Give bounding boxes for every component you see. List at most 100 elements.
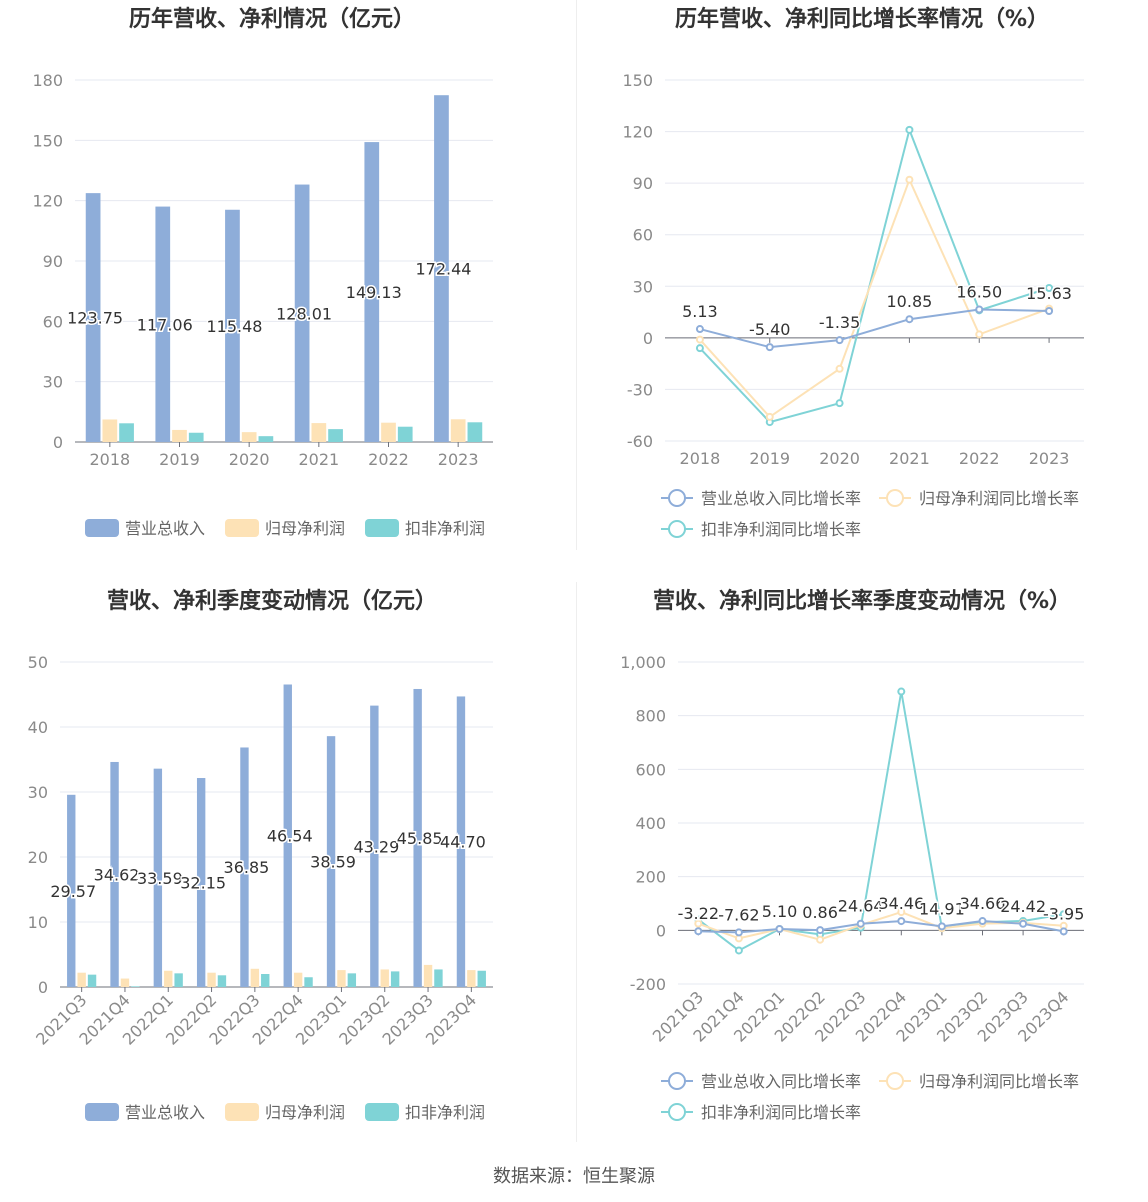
point-1: [856, 919, 865, 928]
data-label: 5.13: [682, 302, 718, 321]
bar-1: [413, 688, 422, 987]
chart-annual-growth-rate: 历年营收、净利同比增长率情况（%） -60 -30 0 30 60 90 120 150 2018…: [622, 6, 1084, 539]
y-tick-label: 90: [43, 252, 63, 271]
point-2: [897, 908, 906, 917]
legend-label: 归母净利润同比增长率: [919, 489, 1079, 508]
legend-marker: [668, 1072, 686, 1090]
y-tick-label: 200: [635, 868, 666, 887]
data-label: 45.85: [397, 829, 443, 848]
y-tick-label: 50: [28, 653, 48, 672]
data-label: 36.85: [224, 858, 270, 877]
y-tick-label: 40: [28, 718, 48, 737]
point-2: [816, 935, 825, 944]
bar-2: [467, 970, 476, 987]
y-tick-label: 0: [53, 433, 63, 452]
bar-1: [370, 705, 379, 987]
y-tick-label: -200: [630, 975, 666, 994]
chart-title: 营收、净利季度变动情况（亿元）: [107, 588, 437, 614]
data-label: 10.85: [887, 292, 933, 311]
bar-1: [85, 193, 101, 442]
panel-divider: [576, 0, 577, 550]
x-tick-label: 2020: [819, 449, 860, 468]
series-line-1: [699, 308, 1050, 349]
bar-1: [240, 747, 249, 987]
series-line-1: [698, 920, 1064, 934]
y-tick-label: 1,000: [620, 653, 666, 672]
y-tick-label: 120: [622, 123, 653, 142]
panel-annual-growth-rate: 历年营收、净利同比增长率情况（%） -60 -30 0 30 60 90 120 150 2018…: [574, 0, 1148, 580]
bar-3: [174, 973, 183, 987]
bar-2: [381, 422, 396, 442]
chart-title: 历年营收、净利同比增长率情况（%）: [675, 6, 1049, 32]
x-tick-label: 2018: [89, 450, 130, 469]
x-tick-label: 2023: [438, 450, 479, 469]
point-2: [905, 175, 914, 184]
bar-3: [131, 986, 140, 987]
point-2: [694, 919, 703, 928]
point-2: [835, 364, 844, 373]
point-3: [835, 399, 844, 408]
data-label: 34.46: [878, 894, 924, 913]
panel-divider: [576, 582, 577, 1142]
panel-quarterly-revenue-profit: 营收、净利季度变动情况（亿元） 0 10 20 30 40 50 2021Q3 2021Q4 20…: [0, 582, 574, 1162]
point-1: [765, 343, 774, 352]
legend-swatch: [225, 1103, 259, 1121]
point-1: [978, 917, 987, 926]
bar-3: [217, 975, 227, 987]
bar-3: [477, 970, 486, 987]
y-tick-label: 120: [32, 192, 63, 211]
legend-marker: [668, 489, 686, 507]
y-tick-label: 400: [635, 814, 666, 833]
bar-2: [423, 964, 433, 987]
legend-label: 归母净利润: [265, 519, 345, 538]
legend-swatch: [85, 519, 119, 537]
point-3: [695, 344, 704, 353]
chart-quarterly-revenue-profit: 营收、净利季度变动情况（亿元）010203040502021Q32021Q420…: [28, 588, 493, 1122]
point-3: [905, 125, 914, 134]
bar-2: [102, 419, 118, 442]
bar-3: [304, 977, 313, 987]
series-line-2: [699, 177, 1050, 419]
point-1: [816, 926, 825, 935]
bar-1: [456, 696, 466, 987]
legend-swatch: [85, 1103, 119, 1121]
bar-2: [293, 972, 303, 987]
point-3: [897, 687, 906, 696]
x-tick-label: 2022: [959, 449, 1000, 468]
chart-title: 营收、净利同比增长率季度变动情况（%）: [653, 588, 1071, 614]
legend-swatch: [365, 519, 399, 537]
y-tick-label: 30: [43, 373, 63, 392]
y-tick-label: 30: [633, 277, 653, 296]
chart-title: 历年营收、净利情况（亿元）: [129, 6, 415, 32]
y-tick-label: 60: [633, 226, 653, 245]
data-label: 149.13: [346, 283, 402, 302]
legend-label: 扣非净利润: [405, 1103, 485, 1122]
x-tick-label: 2021: [298, 450, 339, 469]
legend-swatch: [365, 1103, 399, 1121]
bar-3: [390, 971, 400, 987]
panel-quarterly-growth-rate: 营收、净利同比增长率季度变动情况（%） -200 0 200 400 600 800 1,00…: [574, 582, 1148, 1162]
bar-1: [294, 184, 310, 442]
data-label: -3.22: [678, 904, 719, 923]
bar-1: [67, 794, 76, 987]
bar-2: [250, 968, 260, 987]
data-label: 34.66: [960, 894, 1006, 913]
y-tick-label: 30: [28, 783, 48, 802]
data-label: 15.63: [1026, 284, 1072, 303]
point-1: [694, 927, 703, 936]
y-tick-label: 800: [635, 707, 666, 726]
point-1: [1019, 919, 1028, 928]
legend-label: 扣非净利润同比增长率: [701, 1103, 861, 1122]
data-label: 123.75: [67, 309, 123, 328]
point-1: [905, 315, 914, 324]
y-tick-label: 10: [28, 913, 48, 932]
legend-label: 营业总收入同比增长率: [701, 489, 861, 508]
y-tick-label: -30: [627, 380, 653, 399]
bar-3: [467, 422, 483, 442]
data-label: 172.44: [415, 260, 471, 279]
point-3: [734, 946, 743, 955]
bar-3: [258, 436, 274, 442]
point-3: [1045, 284, 1054, 293]
data-label: -5.40: [749, 320, 790, 339]
data-label: 38.59: [310, 853, 356, 872]
